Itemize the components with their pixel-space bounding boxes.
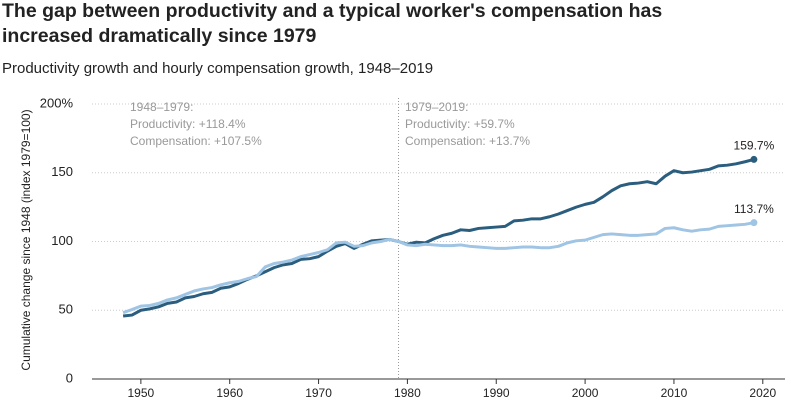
value-label: 113.7% <box>734 202 774 216</box>
x-tick-label: 1970 <box>305 386 332 400</box>
x-tick-label: 1950 <box>128 386 155 400</box>
annotation: Productivity: +118.4% <box>130 117 246 131</box>
value-label: 159.7% <box>734 139 775 153</box>
x-tick-label: 1960 <box>216 386 243 400</box>
y-axis-label: Cumulative change since 1948 (index 1979… <box>19 109 33 370</box>
annotation: Compensation: +107.5% <box>130 134 262 148</box>
annotation: 1979–2019: <box>405 100 468 114</box>
y-tick-label: 50 <box>59 302 73 317</box>
end-point <box>750 219 758 227</box>
y-tick-label: 150 <box>51 164 73 179</box>
x-tick-label: 1980 <box>394 386 421 400</box>
x-tick-label: 2020 <box>749 386 776 400</box>
chart-subtitle: Productivity growth and hourly compensat… <box>2 60 433 77</box>
chart-title: The gap between productivity and a typic… <box>2 0 662 22</box>
y-tick-label: 200% <box>40 95 74 110</box>
x-tick-label: 1990 <box>483 386 510 400</box>
chart-title: increased dramatically since 1979 <box>2 25 317 47</box>
y-tick-label: 100 <box>51 233 73 248</box>
series-line <box>122 221 755 315</box>
annotation: Productivity: +59.7% <box>405 117 515 131</box>
y-tick-label: 0 <box>66 370 73 385</box>
series-line <box>122 157 755 318</box>
x-tick-label: 2000 <box>572 386 599 400</box>
x-tick-label: 2010 <box>661 386 688 400</box>
annotation: Compensation: +13.7% <box>405 134 530 148</box>
annotation: 1948–1979: <box>130 100 193 114</box>
end-point <box>750 155 758 163</box>
